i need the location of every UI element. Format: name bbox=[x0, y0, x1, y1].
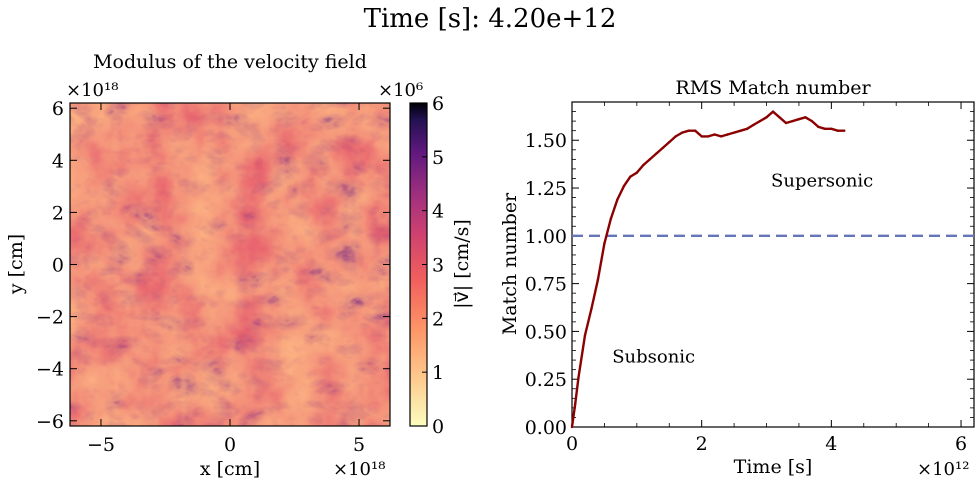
rms-match-number-point bbox=[810, 119, 814, 123]
rms-match-number-point bbox=[732, 131, 736, 134]
line-y-tick-label: 0.75 bbox=[525, 274, 567, 296]
rms-match-number-point bbox=[668, 140, 671, 144]
subsonic-annotation: Subsonic bbox=[612, 346, 695, 367]
rms-match-number-point bbox=[596, 278, 600, 281]
line-chart-frame bbox=[571, 101, 975, 428]
rms-match-number-point bbox=[830, 127, 833, 130]
rms-match-number-series-line bbox=[570, 110, 845, 428]
line-chart-title: RMS Match number bbox=[675, 77, 871, 99]
line-chart-y-axis-label: Match number bbox=[499, 192, 521, 335]
colorbar-tick-label: 2 bbox=[432, 308, 444, 330]
rms-match-number-point bbox=[590, 307, 593, 310]
colorbar-label: |v⃗| [cm/s] bbox=[451, 219, 473, 309]
rms-match-number-point bbox=[577, 376, 580, 379]
line-y-tick-label: 1.50 bbox=[525, 130, 567, 152]
colorbar-tick-label: 5 bbox=[432, 147, 444, 169]
line-chart-x-multiplier: ×10¹² bbox=[917, 459, 969, 480]
heatmap-x-tick-label: 5 bbox=[353, 434, 365, 456]
rms-match-number-point bbox=[700, 135, 703, 138]
line-x-tick-label: 0 bbox=[566, 433, 578, 455]
colorbar-ticks: 0 1 2 3 4 5 6 bbox=[422, 93, 444, 438]
rms-match-number-point bbox=[648, 158, 651, 161]
rms-match-number-point bbox=[570, 425, 574, 429]
heatmap-x-tick-label: 0 bbox=[224, 434, 236, 456]
rms-match-number-point bbox=[655, 152, 658, 155]
rms-match-number-point bbox=[719, 135, 723, 138]
velocity-heatmap-panel: Modulus of the velocity field ×10¹⁸ −5 0 5… bbox=[5, 51, 391, 480]
heatmap-x-tick-label: −5 bbox=[87, 434, 115, 456]
heatmap-y-axis-label: y [cm] bbox=[5, 234, 27, 295]
heatmap-image bbox=[70, 103, 390, 426]
colorbar-multiplier: ×10⁶ bbox=[378, 80, 423, 101]
rms-match-number-point bbox=[609, 217, 613, 220]
heatmap-y-tick-label: 4 bbox=[52, 150, 64, 172]
heatmap-x-axis-label: x [cm] bbox=[200, 458, 260, 480]
colorbar-tick-label: 4 bbox=[432, 201, 444, 223]
line-chart-y-axis: 0.00 0.25 0.50 0.75 1.00 1.25 1.50 bbox=[525, 111, 974, 439]
rms-match-number-point bbox=[713, 133, 716, 136]
heatmap-x-axis: −5 0 5 bbox=[87, 103, 365, 456]
line-x-tick-label: 4 bbox=[825, 433, 837, 455]
colorbar-tick-label: 3 bbox=[432, 255, 444, 277]
heatmap-y-tick-label: −2 bbox=[36, 307, 64, 329]
heatmap-y-tick-label: 2 bbox=[52, 202, 64, 224]
rms-match-number-point bbox=[707, 135, 710, 138]
line-y-tick-label: 0.50 bbox=[525, 321, 567, 343]
line-y-tick-label: 0.00 bbox=[525, 417, 567, 439]
heatmap-title: Modulus of the velocity field bbox=[93, 51, 367, 73]
rms-match-number-point bbox=[635, 171, 638, 174]
line-y-tick-label: 0.25 bbox=[525, 369, 567, 391]
line-y-tick-label: 1.25 bbox=[525, 178, 567, 200]
rms-match-number-point bbox=[771, 110, 775, 113]
rms-match-number-points bbox=[570, 110, 846, 429]
heatmap-y-axis: −6 −4 −2 0 2 4 6 bbox=[36, 98, 390, 433]
rms-match-number-point bbox=[726, 133, 729, 136]
rms-match-number-point bbox=[694, 129, 697, 132]
colorbar: ×10⁶ 0 1 2 3 4 5 6 |v⃗| [cm/s] bbox=[378, 80, 473, 438]
rms-match-number-point bbox=[739, 129, 742, 132]
rms-match-number-point bbox=[765, 116, 768, 119]
rms-match-number-point bbox=[622, 184, 626, 188]
rms-match-number-point bbox=[674, 135, 677, 138]
colorbar-tick-label: 0 bbox=[432, 416, 444, 438]
colorbar-tick-label: 1 bbox=[432, 362, 444, 384]
rms-match-number-point bbox=[745, 127, 749, 130]
rms-match-number-point bbox=[778, 116, 781, 119]
rms-match-number-point bbox=[629, 175, 632, 178]
rms-match-number-point bbox=[583, 334, 587, 337]
line-chart-x-axis: 0 2 4 6 bbox=[566, 102, 967, 455]
rms-match-number-point bbox=[574, 402, 577, 406]
line-x-tick-label: 6 bbox=[955, 433, 967, 455]
rms-match-number-point bbox=[661, 146, 664, 150]
rms-match-number-point bbox=[791, 119, 794, 123]
rms-match-number-point bbox=[681, 131, 684, 134]
heatmap-y-tick-label: 6 bbox=[52, 98, 64, 120]
supersonic-annotation: Supersonic bbox=[771, 170, 873, 191]
figure-title: Time [s]: 4.20e+12 bbox=[364, 4, 617, 34]
rms-match-number-point bbox=[642, 163, 645, 167]
heatmap-y-tick-label: −4 bbox=[36, 359, 64, 381]
rms-match-number-point bbox=[687, 129, 690, 132]
rms-match-number-point bbox=[616, 198, 619, 201]
heatmap-y-multiplier: ×10¹⁸ bbox=[66, 80, 118, 101]
heatmap-y-tick-label: 0 bbox=[52, 255, 64, 277]
rms-match-number-chart: RMS Match number 0 2 4 6 0.00 0.25 0.50 0.75 1.… bbox=[499, 77, 975, 480]
line-chart-x-axis-label: Time [s] bbox=[734, 456, 813, 478]
line-y-tick-label: 1.00 bbox=[525, 226, 567, 248]
rms-match-number-point bbox=[797, 118, 801, 121]
heatmap-x-multiplier: ×10¹⁸ bbox=[333, 459, 385, 480]
rms-match-number-point bbox=[752, 123, 755, 127]
rms-match-number-point bbox=[603, 242, 606, 245]
rms-match-number-point bbox=[823, 127, 827, 130]
heatmap-y-tick-label: −6 bbox=[36, 411, 64, 433]
line-x-tick-label: 2 bbox=[696, 433, 708, 455]
rms-match-number-point bbox=[784, 121, 788, 125]
rms-match-number-point bbox=[758, 119, 762, 123]
colorbar-tick-label: 6 bbox=[432, 93, 444, 115]
rms-match-number-point bbox=[836, 129, 839, 132]
rms-match-number-point bbox=[804, 116, 807, 119]
rms-match-number-point bbox=[843, 129, 846, 132]
rms-match-number-point bbox=[817, 125, 820, 129]
